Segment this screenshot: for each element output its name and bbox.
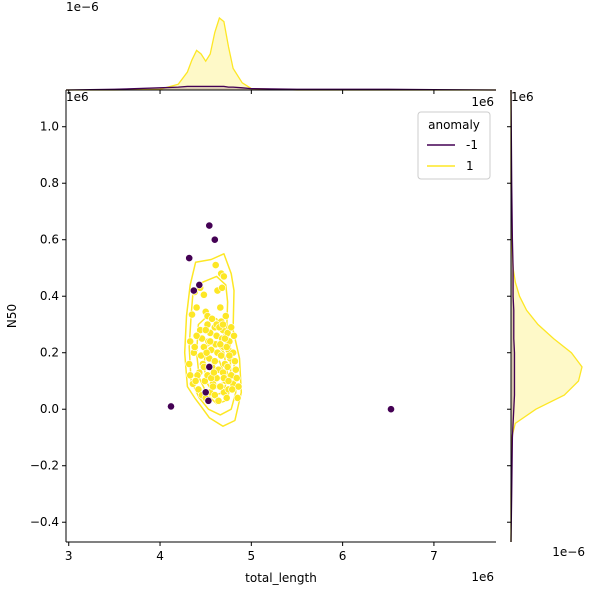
x-tick-label-0: 3 — [65, 549, 73, 563]
main-axes: 3 4 5 6 7 −0.4 −0.2 0.0 0.2 0.4 0.6 0.8 1.0 total_l… — [5, 90, 496, 585]
scatter-point-normal-87 — [209, 368, 218, 377]
scatter-point-normal-66 — [214, 396, 223, 405]
x-axis-label: total_length — [245, 571, 317, 585]
scatter-point-normal-9 — [185, 360, 194, 368]
right-marginal-curve-minus1 — [510, 89, 516, 543]
scatter-point-normal-90 — [230, 331, 238, 340]
right-marginal-offset-label: 1e−6 — [552, 545, 585, 559]
x-axis-ticks: 3 4 5 6 7 — [65, 542, 438, 563]
scatter-point-normal-82 — [192, 331, 201, 340]
kde-contour-level-0 — [183, 253, 243, 427]
scatter-point-anomaly-6 — [201, 388, 210, 397]
y-tick-label-1: −0.2 — [30, 459, 59, 473]
x-tick-label-1: 4 — [156, 549, 164, 563]
right-marginal-ticks — [507, 126, 511, 523]
y-tick-label-2: 0.0 — [40, 402, 59, 416]
y-tick-label-4: 0.4 — [40, 289, 59, 303]
scatter-point-anomaly-4 — [189, 286, 198, 295]
scatter-point-normal-2 — [199, 290, 208, 299]
scatter-point-normal-67 — [209, 382, 217, 391]
scatter-point-normal-94 — [201, 326, 210, 334]
right-marginal-density — [510, 89, 583, 543]
legend-title: anomaly — [428, 118, 480, 132]
scatter-point-normal-96 — [219, 320, 227, 329]
scatter-point-normal-68 — [211, 261, 220, 269]
top-marginal-axes: 1e−6 1e6 — [65, 0, 497, 109]
scatter-point-normal-72 — [219, 272, 228, 281]
scatter-point-normal-63 — [228, 385, 237, 394]
scatter-point-normal-61 — [232, 374, 241, 382]
scatter-point-normal-40 — [210, 357, 219, 366]
scatter-point-normal-7 — [186, 337, 195, 346]
legend-label-1: 1 — [466, 159, 474, 173]
scatter-point-anomaly-2 — [185, 254, 194, 262]
scatter-point-anomaly-8 — [167, 402, 175, 411]
scatter-point-normal-79 — [206, 337, 215, 346]
y-axis-ticks: −0.4 −0.2 0.0 0.2 0.4 0.6 0.8 1.0 — [30, 120, 66, 529]
y-axis-label: N50 — [5, 304, 19, 328]
scatter-point-normal-73 — [218, 283, 226, 292]
scatter-point-normal-43 — [216, 382, 225, 391]
top-marginal-curve-1 — [66, 16, 496, 91]
y-offset-label: 1e6 — [66, 90, 89, 104]
scatter-point-normal-91 — [216, 340, 225, 349]
scatter-point-normal-85 — [191, 377, 200, 385]
right-marginal-axes: 1e6 1e−6 — [507, 89, 585, 559]
top-marginal-offset-label: 1e−6 — [66, 0, 99, 14]
scatter-point-normal-77 — [222, 343, 231, 351]
x-offset-label: 1e6 — [471, 570, 494, 584]
x-tick-label-4: 7 — [430, 549, 438, 563]
x-tick-label-2: 5 — [248, 549, 256, 563]
top-marginal-fill-1 — [66, 18, 496, 90]
scatter-point-normal-10 — [186, 371, 195, 380]
scatter-point-normal-89 — [227, 323, 236, 332]
scatter-point-anomaly-7 — [204, 396, 213, 405]
scatter-point-anomaly-1 — [210, 235, 219, 244]
scatter-point-anomaly-0 — [205, 221, 214, 230]
scatter-point-normal-4 — [188, 310, 196, 319]
scatter-point-normal-60 — [231, 365, 240, 374]
y-tick-label-3: 0.2 — [40, 346, 59, 360]
scatter-point-normal-80 — [202, 348, 211, 357]
scatter-point-normal-95 — [208, 314, 216, 323]
scatter-point-normal-12 — [194, 385, 203, 394]
right-marginal-fill-1 — [511, 90, 582, 542]
y-tick-label-6: 0.8 — [40, 176, 59, 190]
scatter-point-normal-83 — [190, 343, 199, 351]
top-marginal-density — [65, 16, 497, 91]
scatter-point-normal-70 — [216, 303, 225, 312]
scatter-point-normal-48 — [217, 351, 226, 360]
x-tick-label-3: 6 — [339, 549, 347, 563]
scatter-point-normal-64 — [233, 393, 242, 402]
scatter-point-normal-65 — [222, 393, 231, 402]
right-marginal-offset-label-top: 1e6 — [511, 90, 534, 104]
scatter-point-anomaly-5 — [205, 362, 214, 371]
y-tick-label-7: 1.0 — [40, 120, 59, 134]
scatter-point-normal-16 — [210, 391, 219, 399]
scatter-point-anomaly-3 — [195, 280, 204, 289]
top-right-offset-label: 1e6 — [471, 95, 494, 109]
scatter-point-normal-88 — [221, 312, 230, 320]
top-marginal-curve-minus1 — [65, 85, 497, 91]
legend: anomaly -1 1 — [417, 111, 491, 180]
y-tick-label-0: −0.4 — [30, 515, 59, 529]
scatter-point-normal-56 — [223, 362, 232, 371]
scatter-point-normal-59 — [230, 357, 239, 366]
scatter-point-anomaly-9 — [387, 405, 395, 414]
y-tick-label-5: 0.6 — [40, 233, 59, 247]
main-plot-content — [167, 221, 395, 427]
scatter-point-normal-3 — [192, 303, 201, 312]
legend-label-minus1: -1 — [466, 138, 478, 152]
scatter-point-normal-78 — [225, 351, 234, 360]
scatter-point-normal-93 — [224, 377, 233, 385]
scatter-point-normal-76 — [220, 334, 229, 343]
top-marginal-ticks — [68, 90, 435, 94]
